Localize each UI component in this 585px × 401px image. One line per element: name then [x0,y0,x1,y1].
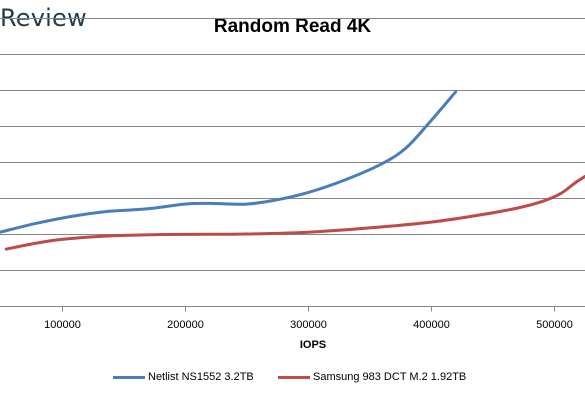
x-axis-label: IOPS [300,339,326,351]
chart-title: Random Read 4K [213,16,372,37]
x-tick-label-2: 300000 [290,319,327,331]
legend-swatch-samsung [278,375,310,379]
x-tick-label-3: 400000 [413,319,450,331]
x-tick-label-4: 500000 [536,319,573,331]
legend-item-samsung: Samsung 983 DCT M.2 1.92TB [278,371,466,383]
legend-label-netlist: Netlist NS1552 3.2TB [148,371,254,383]
x-tick-label-0: 100000 [44,319,81,331]
legend-item-netlist: Netlist NS1552 3.2TB [113,371,254,383]
legend-swatch-netlist [113,375,145,379]
legend-label-samsung: Samsung 983 DCT M.2 1.92TB [313,371,467,383]
x-tick-label-1: 200000 [167,319,204,331]
series-line-1 [4,174,585,251]
series-line-0 [0,90,458,234]
chart-legend: Netlist NS1552 3.2TB Samsung 983 DCT M.2… [0,371,585,389]
